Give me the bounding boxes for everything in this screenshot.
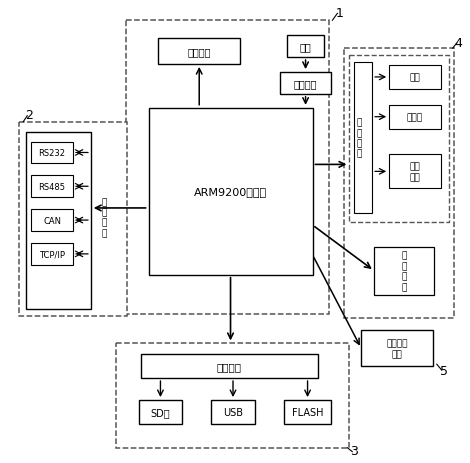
Bar [26,132,91,309]
Bar [280,73,331,94]
Text: 5: 5 [440,364,448,377]
Text: 显示: 显示 [409,73,420,82]
Bar [389,66,441,90]
Bar [389,106,441,129]
Text: 电源接口: 电源接口 [294,79,317,89]
Bar [287,36,324,58]
Bar [116,344,349,448]
Text: 通
讯
接
口: 通 讯 接 口 [101,198,107,238]
Bar [354,63,372,213]
Text: ARM9200控制器: ARM9200控制器 [194,187,267,197]
Text: 显示屏: 显示屏 [407,113,423,122]
Bar [31,244,73,265]
Text: CAN: CAN [43,216,61,225]
Bar [158,39,240,65]
Bar [349,56,449,223]
Bar [19,122,126,317]
Bar [139,400,182,424]
Text: 调
试
电
容: 调 试 电 容 [401,251,407,291]
Bar [149,108,313,275]
Text: RS232: RS232 [39,149,66,157]
Bar [284,400,331,424]
Text: 接
口
显
示: 接 口 显 示 [357,118,362,158]
Bar [389,155,441,189]
Text: 存储接口: 存储接口 [217,362,242,371]
Text: RS485: RS485 [39,182,66,191]
Text: USB: USB [223,407,243,417]
Bar [374,247,434,295]
Text: 4: 4 [454,37,462,50]
Bar [211,400,255,424]
Bar [31,176,73,198]
Bar [141,355,318,378]
Text: FLASH: FLASH [292,407,323,417]
Text: 3: 3 [350,444,358,457]
Text: 显示
电容: 显示 电容 [409,163,420,181]
Bar [31,210,73,232]
Text: 引导芯片: 引导芯片 [188,47,211,57]
Text: 2: 2 [25,109,33,122]
Bar [361,331,433,366]
Text: TCP/IP: TCP/IP [39,250,65,259]
Bar [345,49,454,319]
Text: 电源: 电源 [300,42,312,52]
Text: 摄像处理
单元: 摄像处理 单元 [386,339,408,358]
Bar [31,142,73,164]
Text: SD卡: SD卡 [151,407,170,417]
Text: 1: 1 [336,7,343,20]
Bar [125,21,329,314]
